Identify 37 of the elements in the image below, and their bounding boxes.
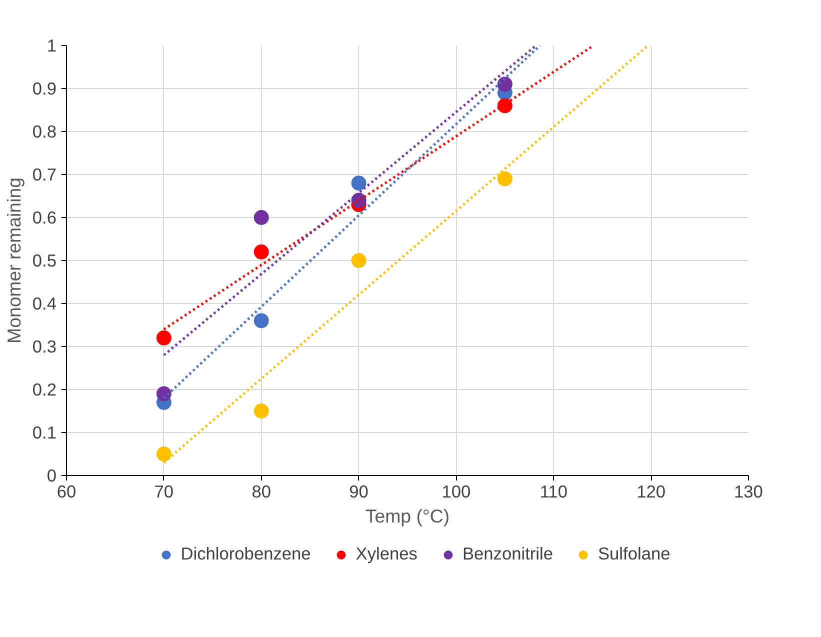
point (497, 76, 512, 92)
x-tick-label: 70 (154, 482, 174, 502)
legend-label: Sulfolane (598, 544, 670, 564)
y-tick-label: 1 (46, 36, 57, 56)
x-tick-label: 100 (442, 482, 471, 502)
point (497, 98, 512, 114)
point (351, 253, 366, 268)
y-tick-label: 0.5 (32, 250, 57, 270)
point (254, 210, 269, 225)
legend-label: Dichlorobenzene (180, 544, 311, 564)
y-axis-title: Monomer remaining (3, 178, 24, 344)
y-tick-label: 0.8 (32, 122, 57, 142)
legend-label: Xylenes (356, 544, 418, 564)
x-tick-label: 110 (540, 482, 568, 502)
y-tick-label: 0.4 (32, 294, 57, 314)
y-tick-label: 0.7 (32, 164, 57, 184)
point (156, 386, 172, 402)
y-tick-label: 0.9 (32, 78, 57, 98)
x-tick-label: 90 (349, 482, 368, 502)
y-tick-label: 0.2 (32, 380, 57, 400)
x-tick-label: 120 (636, 482, 666, 502)
point (156, 446, 172, 462)
point (156, 330, 172, 346)
x-axis-title: Temp (°C) (365, 506, 450, 526)
point (497, 171, 512, 186)
legend-label: Benzonitrile (462, 544, 553, 564)
y-tick-label: 0 (46, 466, 57, 486)
point (254, 244, 269, 260)
y-tick-label: 0.3 (32, 336, 57, 356)
y-tick-label: 0.1 (32, 422, 57, 442)
y-tick-label: 0.6 (32, 208, 57, 228)
point (254, 404, 269, 418)
point (254, 313, 269, 328)
x-tick-label: 80 (252, 482, 271, 502)
x-tick-label: 130 (734, 482, 763, 502)
x-tick-label: 60 (56, 482, 76, 502)
point (351, 176, 366, 191)
